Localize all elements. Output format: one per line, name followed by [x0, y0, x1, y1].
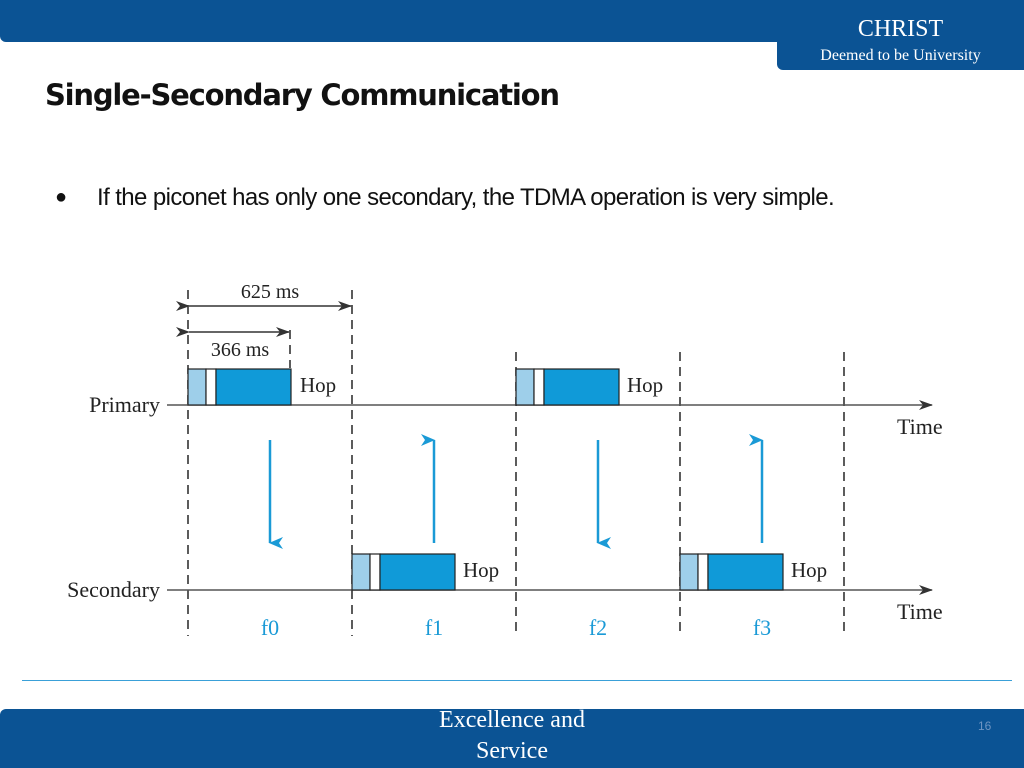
- secondary-time-label: Time: [897, 599, 943, 624]
- page-number: 16: [978, 719, 992, 733]
- packet-primary-f0: [187, 368, 292, 406]
- dimension-625-label: 625 ms: [241, 281, 300, 303]
- hop-label: Hop: [791, 558, 827, 582]
- secondary-label: Secondary: [67, 577, 160, 602]
- packet-secondary-f3: [679, 553, 784, 591]
- freq-label-f2: f2: [589, 615, 607, 640]
- hop-label: Hop: [463, 558, 499, 582]
- primary-time-label: Time: [897, 414, 943, 439]
- freq-label-f1: f1: [425, 615, 443, 640]
- packet-primary-f2: [515, 368, 620, 406]
- footer-band: [0, 709, 1024, 768]
- brand-subtitle: Deemed to be University: [820, 47, 981, 64]
- brand-name: CHRIST: [857, 16, 944, 42]
- dimension-366-label: 366 ms: [211, 339, 270, 361]
- slide-title: Single-Secondary Communication: [45, 78, 560, 112]
- footer-motto: Excellence and Service: [412, 705, 612, 767]
- bullet-text: If the piconet has only one secondary, t…: [97, 184, 835, 211]
- bullet-dot-icon: ●: [55, 186, 68, 208]
- packet-secondary-f1: [351, 553, 456, 591]
- freq-label-f0: f0: [261, 615, 279, 640]
- primary-label: Primary: [89, 392, 160, 417]
- footer-motto-line2: Service: [476, 738, 548, 764]
- brand-block: CHRIST Deemed to be University: [777, 0, 1024, 70]
- hop-label: Hop: [300, 373, 336, 397]
- footer-divider: [22, 680, 1012, 681]
- hop-label: Hop: [627, 373, 663, 397]
- footer-motto-line1: Excellence and: [439, 707, 585, 733]
- freq-label-f3: f3: [753, 615, 771, 640]
